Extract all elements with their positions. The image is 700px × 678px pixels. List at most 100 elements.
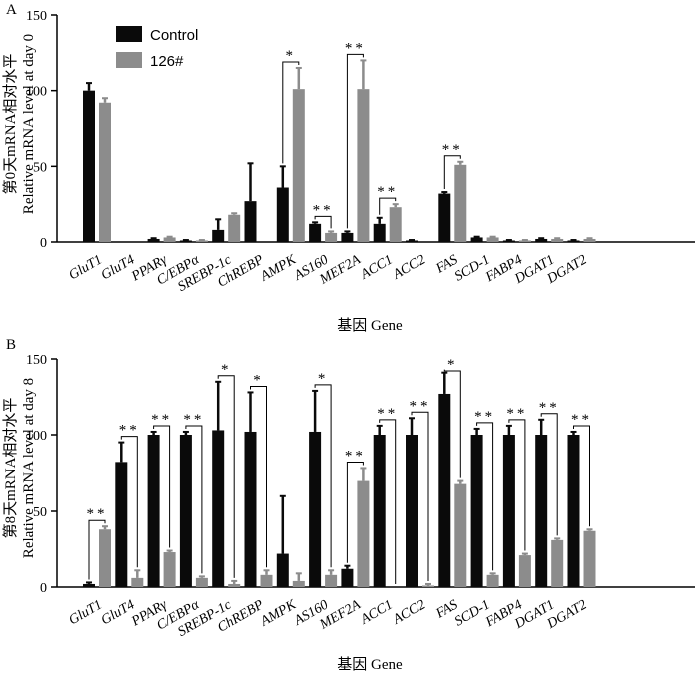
significance-bracket-mef2a — [346, 461, 364, 563]
legend: Control 126# — [116, 26, 198, 70]
significance-label-chrebp: * — [253, 372, 264, 388]
significance-bracket-acc1 — [379, 197, 397, 215]
bar-126-dgat2 — [583, 530, 596, 587]
significance-bracket-glut4 — [120, 436, 138, 568]
significance-bracket-chrebp — [250, 385, 267, 568]
bar-control-as160 — [309, 431, 322, 587]
panel-label-b: B — [6, 337, 16, 353]
bar-control-glut1 — [83, 90, 95, 243]
legend-swatch-control — [116, 26, 142, 42]
bar-control-mef2a — [341, 568, 354, 587]
category-label-acc2: ACC2 — [390, 597, 428, 628]
significance-bracket-srebp-1c — [217, 375, 235, 578]
bar-control-acc1 — [373, 435, 386, 587]
significance-label-srebp-1c: * — [221, 362, 232, 378]
significance-bracket-fas — [443, 155, 461, 190]
category-label-glut1: GluT1 — [66, 597, 105, 628]
bar-126-ppar — [163, 552, 176, 587]
category-label-acc1: ACC1 — [358, 252, 396, 283]
significance-label-acc1: ** — [377, 406, 398, 422]
bar-126-chrebp — [260, 574, 273, 587]
significance-label-fas: ** — [442, 142, 463, 158]
bar-126-ampk — [292, 89, 305, 242]
ylabel-en-b: Relative mRNA level at day 8 — [21, 378, 37, 558]
bar-126-scd-1 — [486, 574, 499, 587]
bar-control-fas — [438, 393, 451, 587]
bar-control-fabp4 — [502, 240, 515, 242]
significance-label-glut4: ** — [119, 423, 140, 439]
significance-bracket-ppar — [153, 425, 171, 548]
bar-control-srebp-1c — [212, 430, 225, 587]
significance-label-fas: * — [447, 357, 458, 373]
y-tick-label: 150 — [26, 353, 47, 368]
y-tick-label: 0 — [40, 236, 47, 251]
bar-control-fabp4 — [502, 435, 515, 587]
bar-126-glut4 — [131, 577, 144, 587]
significance-bracket-acc1 — [379, 419, 397, 584]
significance-bracket-scd-1 — [476, 422, 494, 571]
significance-label-scd-1: ** — [474, 409, 495, 425]
significance-bracket-dgat2 — [573, 425, 590, 527]
bar-control-chrebp — [244, 201, 257, 242]
xlabel-b: 基因 Gene — [337, 656, 403, 673]
y-tick-label: 100 — [26, 429, 47, 444]
bar-control-acc2 — [406, 240, 418, 242]
bar-126-dgat1 — [551, 539, 564, 587]
legend-label-treatment: 126# — [150, 53, 184, 70]
xlabel-a: 基因 Gene — [337, 317, 403, 334]
y-tick-label: 100 — [26, 85, 47, 100]
significance-label-c-ebp: ** — [183, 412, 204, 428]
category-label-glut1: GluT1 — [66, 252, 105, 283]
significance-label-mef2a: ** — [345, 40, 366, 56]
significance-bracket-glut1 — [88, 519, 106, 580]
bar-126-ampk — [292, 580, 305, 587]
bar-126-scd-1 — [486, 237, 499, 242]
bar-control-c-ebp — [179, 435, 192, 587]
legend-swatch-treatment — [116, 52, 142, 68]
bar-126-c-ebp — [195, 240, 208, 242]
significance-label-ppar: ** — [151, 412, 172, 428]
y-tick-label: 50 — [33, 505, 47, 520]
significance-bracket-dgat1 — [540, 413, 558, 536]
bar-control-dgat1 — [535, 238, 548, 242]
ylabel-cn-a: 第0天mRNA相对水平 — [1, 54, 19, 195]
bar-126-mef2a — [357, 89, 370, 242]
bar-126-dgat2 — [583, 238, 596, 242]
bar-126-srebp-1c — [228, 214, 241, 242]
bar-126-acc2 — [422, 585, 434, 587]
significance-bracket-ampk — [282, 61, 300, 164]
significance-label-acc1: ** — [377, 184, 398, 200]
category-label-ampk: AMPK — [257, 252, 299, 285]
panel-b-plot: 050100150GluT1GluT4PPARγC/EBPαSREBP-1cCh… — [26, 353, 695, 640]
bar-control-ppar — [147, 238, 160, 242]
significance-label-ampk: * — [286, 48, 297, 64]
bar-126-as160 — [325, 232, 338, 242]
significance-bracket-as160 — [314, 215, 332, 229]
significance-bracket-fabp4 — [508, 419, 526, 551]
bar-control-ampk — [276, 553, 289, 587]
bar-control-scd-1 — [470, 237, 483, 242]
category-label-acc1: ACC1 — [358, 597, 396, 628]
bar-control-mef2a — [341, 232, 354, 242]
significance-label-acc2: ** — [410, 398, 431, 414]
category-label-ampk: AMPK — [257, 597, 299, 630]
bar-control-chrebp — [244, 431, 257, 587]
bar-control-srebp-1c — [212, 229, 225, 242]
bar-control-dgat2 — [567, 240, 580, 242]
bar-control-ppar — [147, 435, 160, 587]
bar-126-glut1 — [99, 529, 111, 587]
bar-control-dgat1 — [535, 435, 548, 587]
bar-control-scd-1 — [470, 435, 483, 587]
bar-126-dgat1 — [551, 238, 564, 242]
bar-126-mef2a — [357, 480, 370, 587]
significance-bracket-as160 — [314, 384, 332, 568]
panel-label-a: A — [6, 2, 17, 18]
y-tick-label: 0 — [40, 581, 47, 596]
bar-126-fas — [454, 483, 467, 587]
bar-126-acc1 — [389, 207, 402, 242]
significance-label-glut1: ** — [87, 506, 108, 522]
bar-control-c-ebp — [179, 240, 192, 242]
significance-label-as160: * — [318, 371, 329, 387]
y-tick-label: 50 — [33, 160, 47, 175]
